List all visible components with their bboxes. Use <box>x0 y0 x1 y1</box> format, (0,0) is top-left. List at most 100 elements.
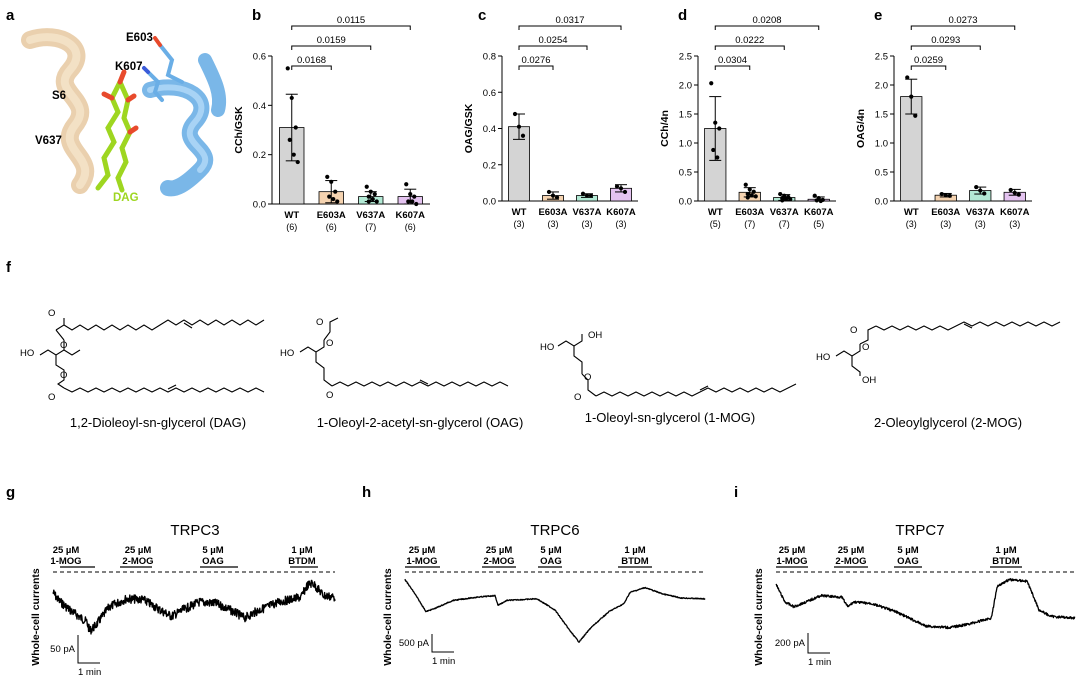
scale-bar <box>807 633 830 654</box>
significance-bracket <box>714 65 751 70</box>
drug-concentration: 25 µM <box>53 545 80 556</box>
sample-size-label: (3) <box>616 219 627 229</box>
p-value-label: 0.0115 <box>337 15 365 26</box>
data-point <box>614 184 620 189</box>
structure-dag <box>39 318 265 393</box>
data-point <box>743 182 748 187</box>
data-point <box>905 75 910 80</box>
scale-time-label: 1 min <box>808 657 831 668</box>
e603-side-chain <box>153 36 184 84</box>
data-point <box>751 189 756 194</box>
atom-o-2mog-1: O <box>850 325 857 336</box>
significance-bracket <box>910 45 981 50</box>
significance-bracket <box>518 45 588 50</box>
atom-o-dag-3: O <box>60 370 67 381</box>
significance-bracket <box>518 65 554 70</box>
significance-bracket <box>291 45 372 50</box>
structure-name-1-mog: 1-Oleoyl-sn-glycerol (1-MOG) <box>585 410 755 425</box>
panel-label-h: h <box>362 484 371 501</box>
p-value-label: 0.0168 <box>297 55 326 66</box>
data-point <box>618 186 624 191</box>
significance-bracket <box>714 25 820 30</box>
sample-size-label: (7) <box>779 219 790 229</box>
panel-label-b: b <box>252 7 261 24</box>
panel-label-f: f <box>6 259 12 276</box>
drug-name: 1-MOG <box>776 556 807 567</box>
y-tick-label: 0.4 <box>253 101 266 112</box>
residue-label-e603: E603 <box>126 32 153 44</box>
y-axis-label: OAG/4n <box>855 109 867 148</box>
data-point <box>414 201 419 207</box>
data-point <box>366 194 371 199</box>
y-axis-label: CCh/GSK <box>233 106 245 154</box>
structure-oag <box>299 317 509 387</box>
data-point <box>713 120 718 125</box>
data-point <box>947 193 952 198</box>
data-point <box>372 192 377 197</box>
x-tick-label: V637A <box>770 207 799 218</box>
current-trace <box>775 577 1076 630</box>
y-tick-label: 0.0 <box>679 197 692 208</box>
drug-name: BTDM <box>992 556 1020 567</box>
data-point <box>520 133 526 138</box>
sample-size-label: (3) <box>975 219 986 229</box>
trace-y-label: Whole-cell currents <box>30 568 42 666</box>
structure-2-mog <box>835 321 1061 376</box>
significance-bracket <box>714 45 785 50</box>
panel-label-g: g <box>6 484 15 501</box>
drug-name: BTDM <box>621 556 649 567</box>
data-point <box>366 199 371 204</box>
panel-a-structure: a E603 K60 <box>6 7 227 204</box>
data-point <box>978 188 983 193</box>
data-point <box>512 111 518 117</box>
significance-bracket <box>518 25 622 30</box>
data-point <box>406 199 411 204</box>
x-tick-label: WT <box>904 207 919 218</box>
atom-o-dag-1: O <box>48 308 55 319</box>
drug-concentration: 25 µM <box>409 545 436 556</box>
x-tick-label: K607A <box>606 207 636 218</box>
y-tick-label: 0.0 <box>875 197 888 208</box>
scale-current-label: 200 pA <box>775 638 806 649</box>
data-point <box>745 195 750 200</box>
data-point <box>412 194 417 199</box>
trace-title: TRPC6 <box>530 522 579 539</box>
y-tick-label: 0.2 <box>483 160 496 171</box>
trace-title: TRPC3 <box>170 522 219 539</box>
data-point <box>1016 192 1021 197</box>
x-tick-label: WT <box>284 210 299 221</box>
y-axis-label: CCh/4n <box>659 110 671 147</box>
dag-ligand <box>95 69 139 193</box>
x-tick-label: K607A <box>804 207 834 218</box>
y-tick-label: 0.4 <box>483 124 496 135</box>
bar-charts: b0.00.20.40.6CCh/GSKWT(6)E603A(6)V637A(7… <box>233 7 1032 232</box>
sample-size-label: (6) <box>286 222 297 232</box>
sample-size-label: (3) <box>940 219 951 229</box>
drug-concentration: 5 µM <box>897 545 918 556</box>
x-tick-label: E603A <box>735 207 764 218</box>
scale-time-label: 1 min <box>78 667 101 678</box>
structure-name-dag: 1,2-Dioleoyl-sn-glycerol (DAG) <box>70 415 246 430</box>
significance-bracket <box>291 65 332 70</box>
drug-concentration: 25 µM <box>125 545 152 556</box>
y-tick-label: 1.0 <box>875 139 888 150</box>
data-point <box>715 155 720 160</box>
sample-size-label: (5) <box>710 219 721 229</box>
data-point <box>982 191 987 196</box>
y-tick-label: 0.5 <box>679 168 692 179</box>
drug-concentration: 5 µM <box>202 545 223 556</box>
x-tick-label: V637A <box>966 207 995 218</box>
structure-name-oag: 1-Oleoyl-2-acetyl-sn-glycerol (OAG) <box>317 415 524 430</box>
data-point <box>913 113 918 118</box>
sample-size-label: (3) <box>514 219 525 229</box>
data-point <box>408 192 413 197</box>
atom-oh-2mog: OH <box>862 375 876 386</box>
drug-name: 2-MOG <box>122 556 153 567</box>
trace-y-label: Whole-cell currents <box>753 568 765 666</box>
drug-concentration: 5 µM <box>540 545 561 556</box>
data-point <box>333 189 338 194</box>
p-value-label: 0.0293 <box>931 35 960 46</box>
